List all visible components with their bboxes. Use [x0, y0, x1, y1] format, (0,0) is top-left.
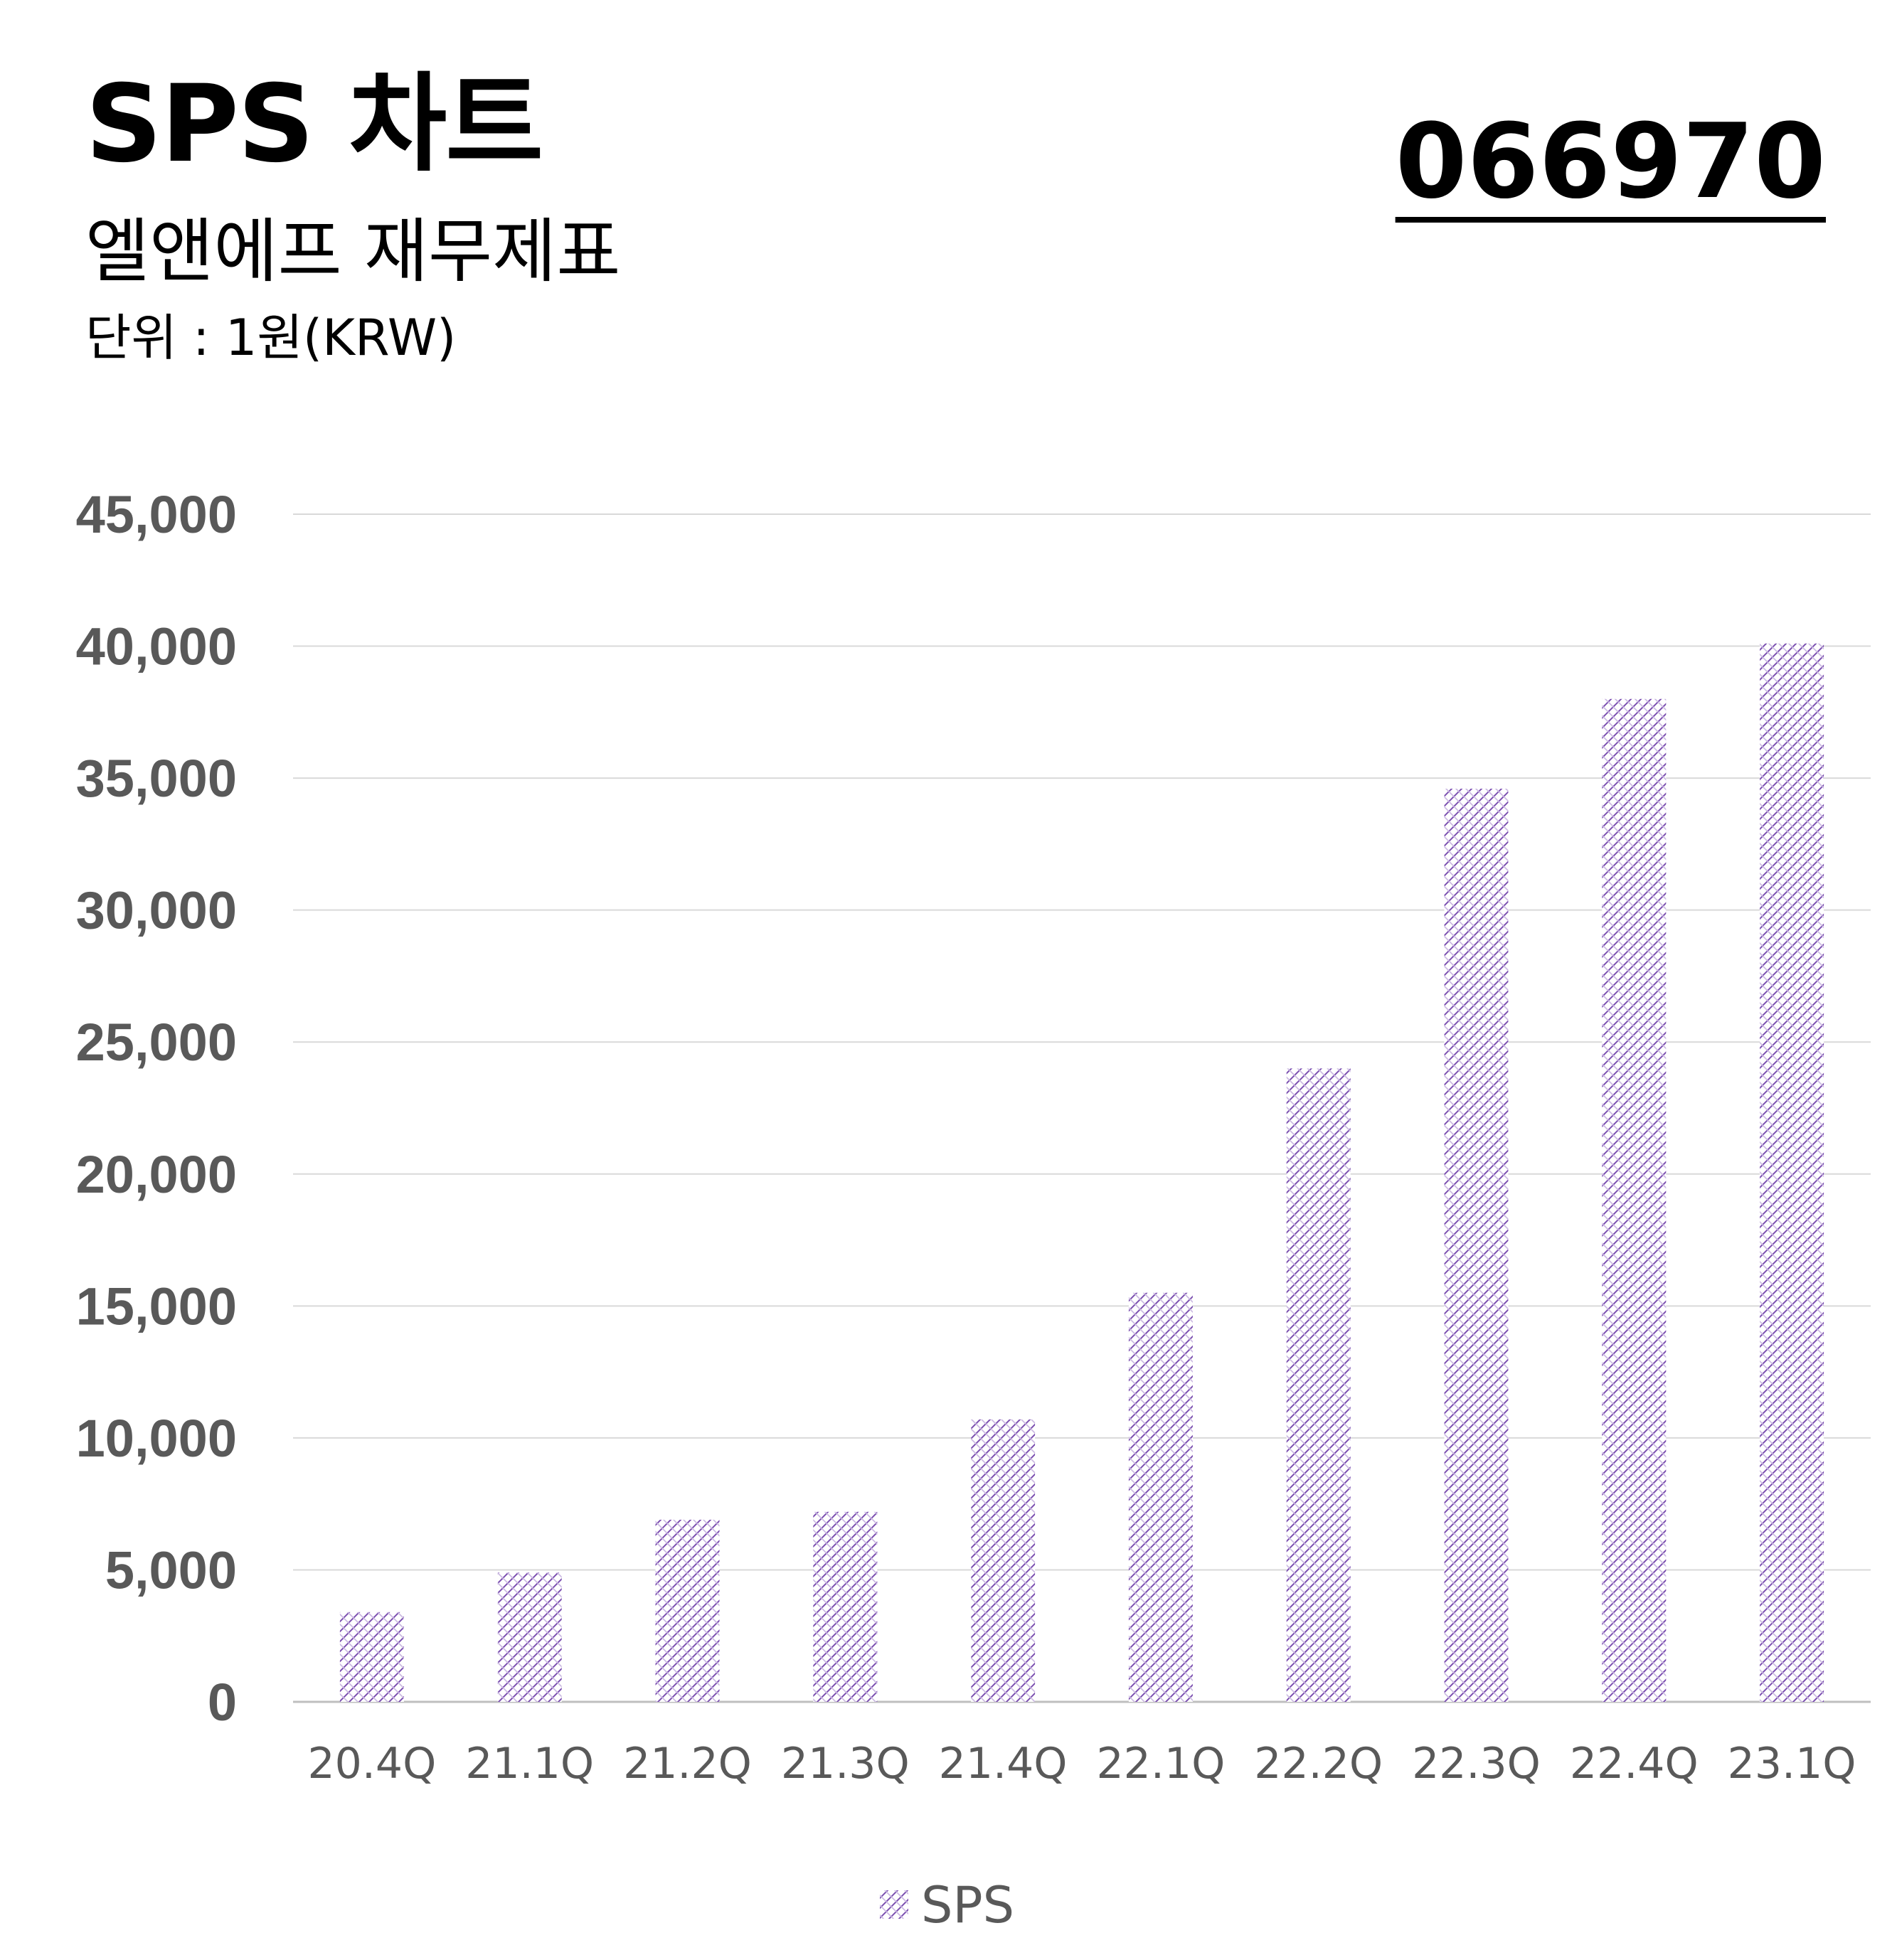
unit-label: 단위 : 1원(KRW): [85, 309, 457, 367]
y-tick-label: 15,000: [76, 1277, 237, 1336]
y-tick-label: 40,000: [76, 617, 237, 676]
bar-22.1Q: [1128, 1292, 1193, 1702]
bar-20.4Q: [339, 1612, 404, 1702]
legend: SPS: [880, 1876, 1014, 1934]
y-tick-label: 20,000: [76, 1145, 237, 1204]
y-tick-label: 0: [208, 1673, 237, 1732]
y-axis: 0 5,000 10,000 15,000 20,000 25,000 30,000 35,0…: [76, 485, 237, 1732]
x-tick-label: 21.4Q: [939, 1739, 1068, 1789]
ticker-code: 066970: [1395, 102, 1826, 222]
x-tick-label: 21.1Q: [465, 1739, 594, 1789]
x-tick-label: 20.4Q: [307, 1739, 436, 1789]
bar-21.2Q: [655, 1519, 720, 1702]
bar-23.1Q: [1760, 643, 1824, 1702]
x-tick-label: 21.2Q: [623, 1739, 752, 1789]
bar-21.3Q: [813, 1511, 878, 1702]
bar-21.1Q: [497, 1572, 562, 1702]
y-tick-label: 45,000: [76, 485, 237, 544]
legend-swatch: [880, 1890, 908, 1919]
x-tick-label: 22.1Q: [1096, 1739, 1225, 1789]
x-axis: 20.4Q 21.1Q 21.2Q 21.3Q 21.4Q 22.1Q 22.2Q 22.3Q…: [307, 1739, 1856, 1789]
chart-subtitle: 엘앤에프 재무제표: [85, 211, 621, 292]
x-tick-label: 23.1Q: [1728, 1739, 1856, 1789]
x-tick-label: 22.4Q: [1570, 1739, 1699, 1789]
x-tick-label: 22.2Q: [1254, 1739, 1383, 1789]
y-tick-label: 30,000: [76, 881, 237, 940]
legend-label: SPS: [921, 1876, 1014, 1934]
bar-22.4Q: [1602, 698, 1667, 1702]
bar-22.3Q: [1444, 788, 1509, 1702]
chart-title: SPS 차트: [85, 63, 543, 186]
bars: [339, 643, 1824, 1702]
bar-21.4Q: [971, 1419, 1036, 1702]
y-tick-label: 5,000: [105, 1540, 237, 1599]
y-tick-label: 10,000: [76, 1409, 237, 1468]
bar-22.2Q: [1286, 1068, 1351, 1702]
y-tick-label: 25,000: [76, 1013, 237, 1072]
x-tick-label: 22.3Q: [1412, 1739, 1541, 1789]
x-tick-label: 21.3Q: [781, 1739, 910, 1789]
y-tick-label: 35,000: [76, 749, 237, 808]
